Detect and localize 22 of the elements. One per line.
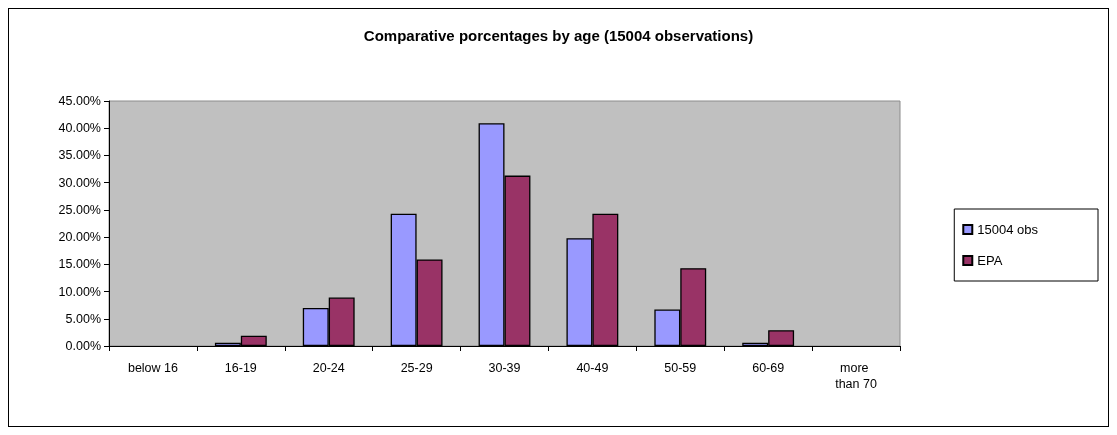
x-tick-label: 40-49	[576, 361, 609, 375]
x-tick-label: 50-59	[664, 361, 697, 375]
y-tick-label: 35.00%	[58, 148, 101, 163]
legend-label: 15004 obs	[977, 222, 1039, 237]
y-tick-label: 0.00%	[65, 339, 101, 353]
x-tick-label: below 16	[127, 361, 179, 375]
legend-label: EPA	[977, 253, 1003, 268]
y-tick-label: 15.00%	[58, 257, 101, 272]
y-tick-label: 10.00%	[58, 284, 101, 299]
chart-title: Comparative porcentages by age (15004 observations)	[363, 27, 754, 44]
x-tick-label: 25-29	[400, 361, 433, 375]
y-tick-label: 20.00%	[58, 230, 101, 245]
x-tick-label: more than 70	[835, 361, 877, 391]
y-tick-label: 25.00%	[58, 202, 101, 217]
x-tick-label: 30-39	[488, 361, 521, 375]
y-tick-label: 45.00%	[58, 94, 101, 108]
y-tick-label: 30.00%	[58, 175, 101, 190]
x-tick-label: 60-69	[752, 361, 785, 375]
x-tick-label: 16-19	[224, 361, 257, 375]
y-tick-label: 5.00%	[65, 311, 101, 326]
y-tick-label: 40.00%	[58, 121, 101, 136]
x-tick-label: 20-24	[312, 361, 345, 375]
